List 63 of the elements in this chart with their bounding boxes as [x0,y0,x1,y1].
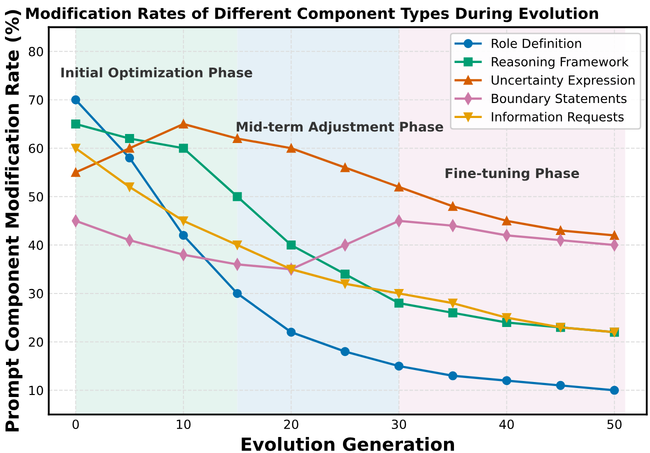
point [125,144,134,153]
point [286,328,296,337]
point [610,230,619,240]
point [394,182,404,192]
band-label: Initial Optimization Phase [61,67,252,80]
point [178,144,188,153]
x-tick-label: 20 [284,420,298,430]
point [394,298,404,308]
point [71,144,80,153]
y-axis-title: Prompt Component Modification Rate (%) [4,10,22,432]
x-tick-label: 0 [72,420,79,430]
x-tick-label: 50 [607,420,622,430]
point [448,202,458,211]
point [340,163,350,172]
chart-title: Modification Rates of Different Component Types During Evolution [26,7,598,22]
point [286,144,296,153]
point [448,308,458,318]
y-tick-label: 50 [28,192,44,202]
legend-label: Boundary Statements [492,93,627,106]
legend-label: Reasoning Framework [492,56,629,69]
legend-label: Role Definition [492,38,582,48]
point [448,298,458,308]
point [502,313,512,322]
point [125,134,134,144]
point [394,362,404,371]
y-tick-label: 80 [28,46,44,56]
point [232,192,242,202]
y-tick-label: 20 [28,337,44,347]
x-tick-label: 10 [176,420,191,430]
point [232,134,242,144]
point [340,270,350,279]
x-axis-title: Evolution Generation [242,437,454,451]
point [125,153,134,162]
point [125,182,134,192]
point [71,95,80,104]
point [232,288,242,298]
point [340,347,350,356]
y-tick-label: 10 [29,386,44,396]
point [71,168,80,177]
x-tick-label: 30 [392,420,406,430]
band-label: Mid-term Adjustment Phase [236,121,444,134]
band-label: Fine-tuning Phase [446,168,580,181]
point [502,376,512,386]
legend-label: Uncertainty Expression [492,75,634,88]
point [286,240,296,250]
legend-label: Information Requests [492,112,624,124]
point [556,380,566,390]
y-tick-label: 30 [28,288,44,298]
y-tick-label: 40 [28,240,44,250]
x-tick-label: 40 [499,420,514,430]
point [178,216,188,226]
point [448,371,458,380]
point [502,216,512,226]
y-tick-label: 60 [28,144,44,154]
point [178,119,188,129]
point [71,119,80,129]
point [556,226,566,236]
point [178,230,188,240]
point [394,288,404,298]
point [232,240,242,250]
point [340,279,350,288]
y-tick-label: 70 [29,95,44,105]
point [610,386,619,395]
